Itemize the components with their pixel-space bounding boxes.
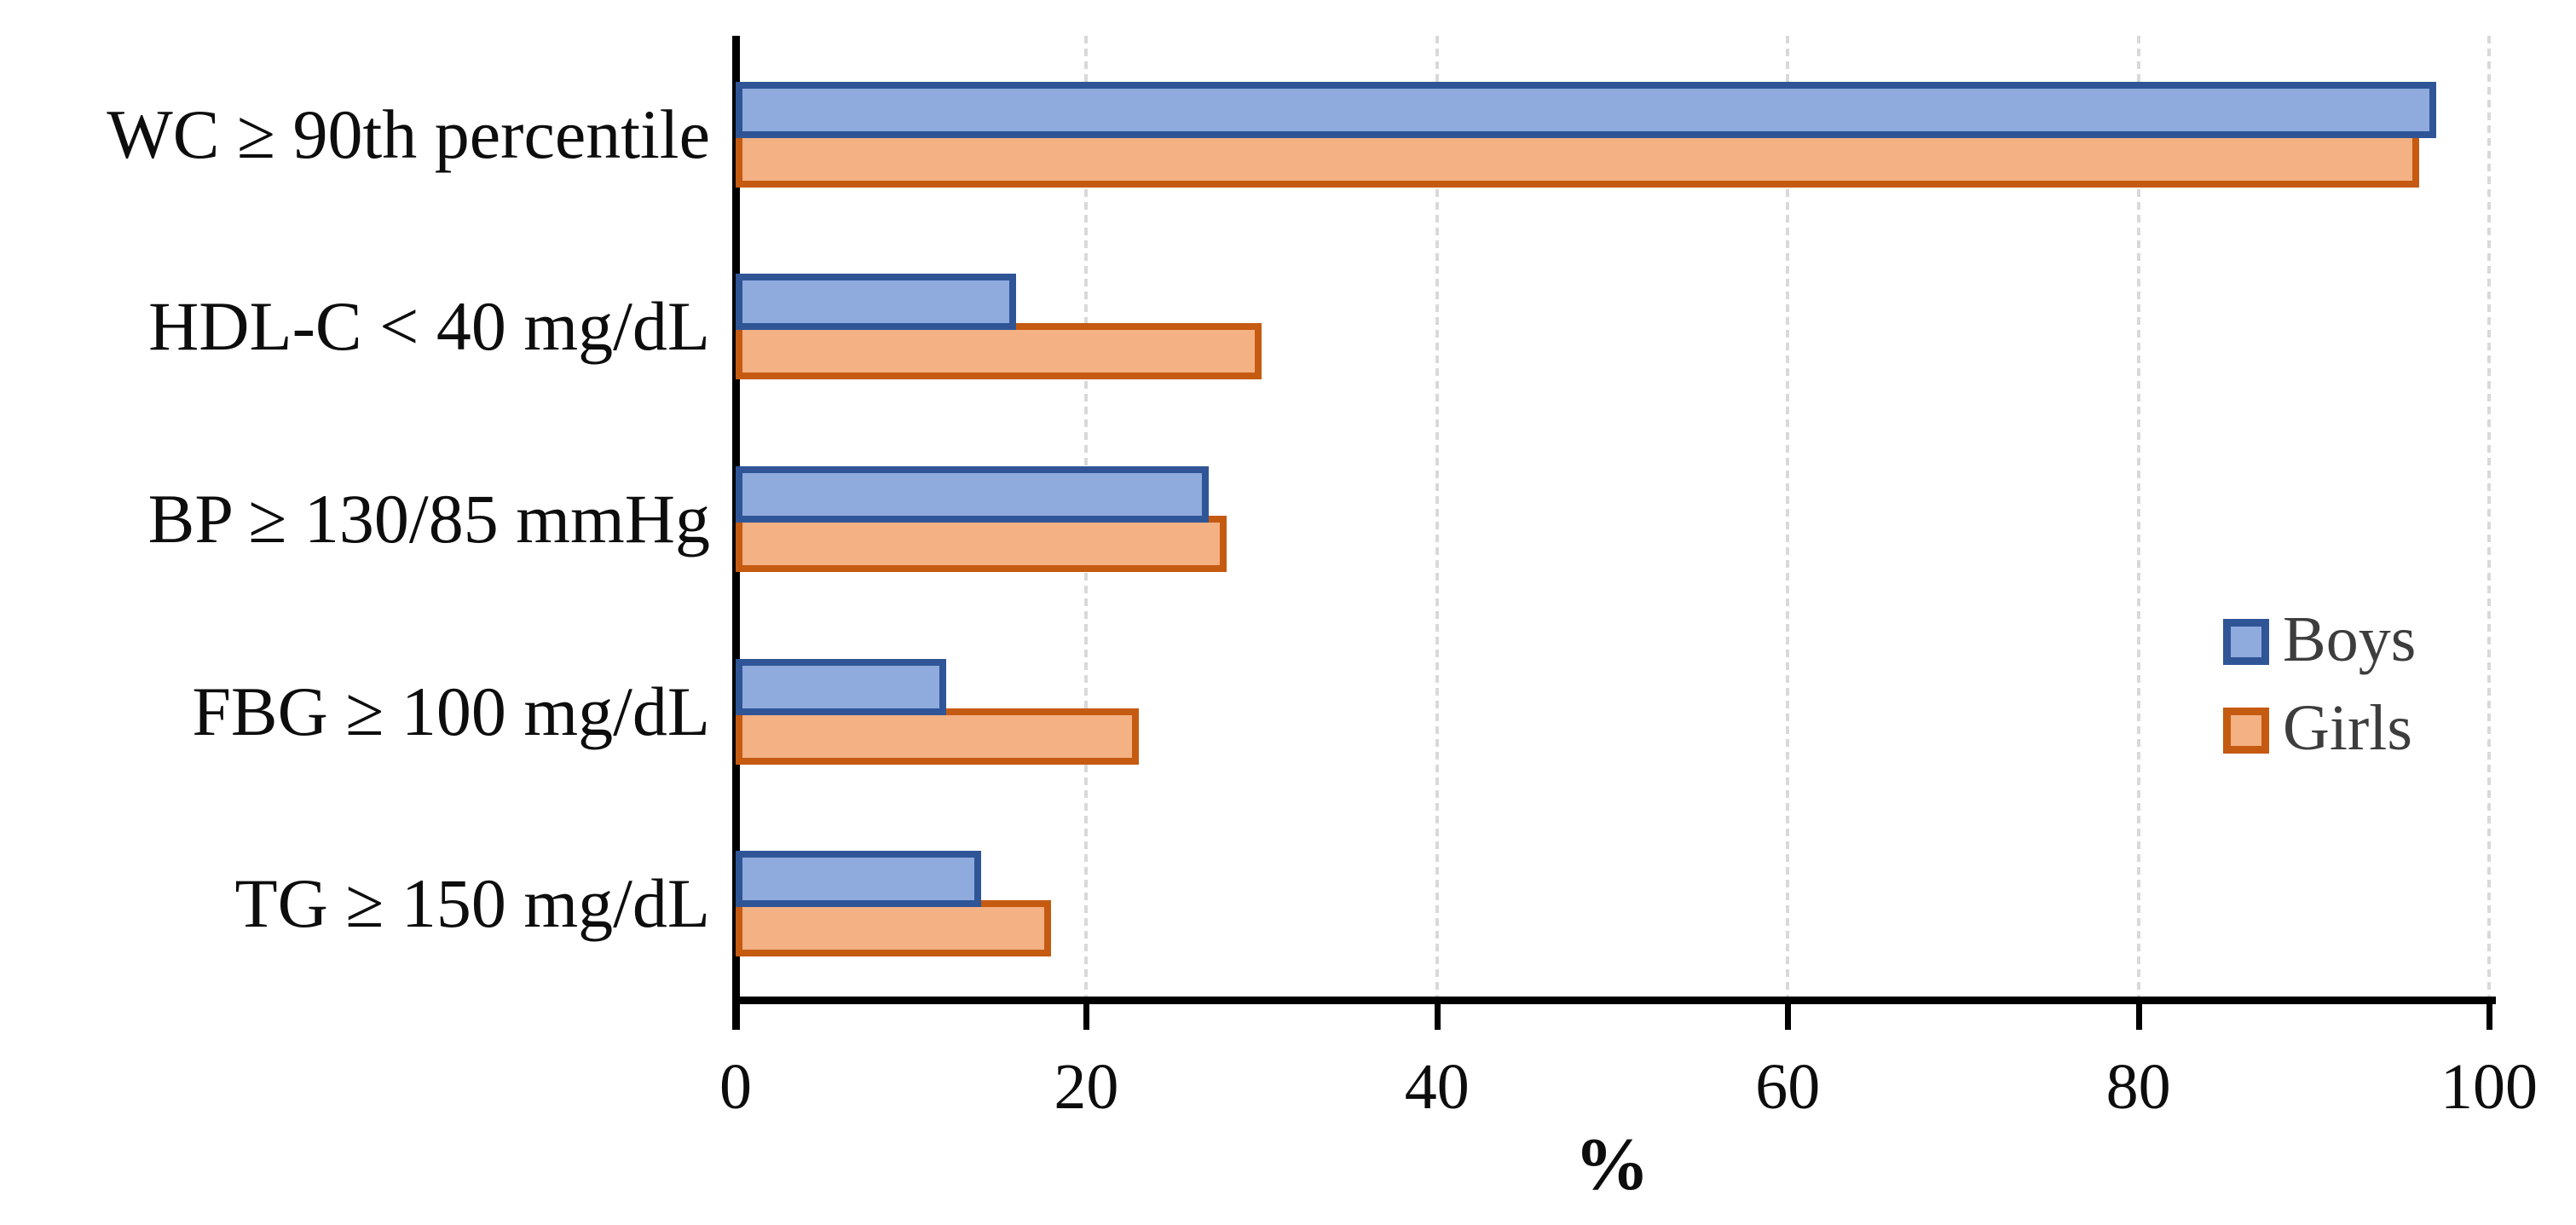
legend-item-boys: Boys bbox=[2223, 607, 2416, 677]
bar-girls-4 bbox=[736, 900, 1052, 957]
x-axis-line bbox=[732, 997, 2496, 1004]
x-tick-20 bbox=[1083, 1004, 1090, 1030]
x-tick-80 bbox=[2135, 1004, 2142, 1030]
bar-boys-2 bbox=[736, 466, 1210, 523]
x-tick-40 bbox=[1434, 1004, 1441, 1030]
legend-label: Boys bbox=[2283, 604, 2417, 675]
legend-swatch-girls bbox=[2223, 708, 2269, 754]
gridline-60 bbox=[1786, 36, 1790, 1000]
x-tick-label-60: 60 bbox=[1755, 1051, 1821, 1123]
bar-girls-2 bbox=[736, 516, 1227, 572]
x-tick-label-100: 100 bbox=[2440, 1051, 2538, 1123]
bar-girls-0 bbox=[736, 130, 2419, 188]
gridline-40 bbox=[1435, 36, 1439, 1000]
legend: Boys Girls bbox=[2223, 607, 2416, 766]
x-tick-label-0: 0 bbox=[719, 1051, 752, 1123]
x-tick-label-80: 80 bbox=[2105, 1051, 2171, 1123]
bar-boys-1 bbox=[736, 274, 1017, 331]
gridline-100 bbox=[2487, 36, 2491, 1000]
x-tick-100 bbox=[2486, 1004, 2492, 1030]
bar-girls-1 bbox=[736, 323, 1262, 380]
legend-item-girls: Girls bbox=[2223, 696, 2416, 766]
category-label: HDL-C < 40 mg/dL bbox=[148, 287, 710, 366]
category-label: FBG ≥ 100 mg/dL bbox=[192, 672, 710, 750]
category-label: WC ≥ 90th percentile bbox=[107, 95, 710, 173]
x-tick-label-40: 40 bbox=[1404, 1051, 1470, 1123]
bar-boys-3 bbox=[736, 658, 946, 715]
category-label: BP ≥ 130/85 mmHg bbox=[147, 479, 710, 558]
category-label: TG ≥ 150 mg/dL bbox=[234, 864, 710, 943]
bar-boys-4 bbox=[736, 851, 981, 908]
legend-label: Girls bbox=[2283, 692, 2412, 764]
x-tick-label-20: 20 bbox=[1054, 1051, 1119, 1123]
bar-girls-3 bbox=[736, 708, 1140, 765]
x-tick-60 bbox=[1785, 1004, 1792, 1030]
gridline-80 bbox=[2136, 36, 2140, 1000]
category-axis-labels: WC ≥ 90th percentile HDL-C < 40 mg/dL BP ≥… bbox=[0, 38, 710, 1000]
legend-swatch-boys bbox=[2223, 619, 2269, 665]
bar-boys-0 bbox=[736, 81, 2437, 138]
x-axis-title: % bbox=[1574, 1124, 1649, 1206]
